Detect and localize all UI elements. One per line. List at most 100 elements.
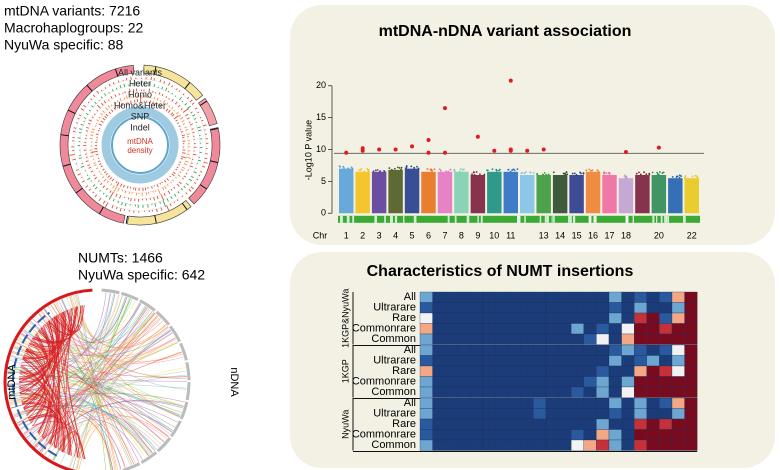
heatmap-cell: [520, 312, 534, 324]
heatmap-cell: [634, 365, 647, 377]
chord-link: [18, 317, 161, 356]
track-mark: [175, 95, 177, 97]
track-mark: [153, 96, 156, 100]
cloud-dot: [523, 172, 526, 175]
heatmap-cell: [457, 418, 471, 430]
track-mark: [178, 125, 181, 127]
heatmap-cell: [634, 439, 647, 451]
cloud-dot: [449, 168, 452, 171]
heatmap-cell: [659, 312, 673, 324]
heatmap-cell: [520, 376, 534, 388]
heatmap-cell: [533, 333, 547, 345]
track-mark: [184, 163, 188, 166]
cloud-dot: [453, 169, 456, 172]
ideogram-tick: [60, 134, 69, 137]
heatmap-cell: [608, 355, 622, 367]
heatmap-cell: [558, 312, 572, 324]
cloud-dot: [400, 168, 402, 171]
heatmap-cell: [646, 386, 660, 398]
ideogram-tick: [125, 215, 129, 224]
heatmap-cell: [571, 429, 584, 441]
track-mark: [98, 123, 102, 126]
cloud-dot: [507, 168, 510, 171]
track-mark: [88, 109, 91, 112]
track-mark: [101, 102, 104, 106]
chord-link: [21, 402, 60, 448]
track-mark: [178, 105, 181, 108]
track-mark: [113, 186, 118, 192]
chromosome-cloud: [569, 175, 584, 214]
heatmap-cell: [482, 386, 496, 398]
heatmap-cell: [508, 344, 521, 356]
chromosome-band: [346, 215, 350, 223]
heatmap-cell: [558, 355, 572, 367]
heatmap-cell: [596, 397, 610, 409]
chord-link: [34, 334, 62, 451]
track-mark: [119, 97, 122, 102]
track-mark: [193, 171, 197, 174]
track-mark: [75, 122, 78, 124]
chromosome-cloud: [503, 171, 518, 214]
chromosome-cloud: [487, 171, 502, 214]
track-mark: [181, 169, 184, 172]
cloud-dot: [499, 168, 501, 171]
heatmap-cell: [432, 439, 446, 451]
track-mark: [149, 82, 151, 86]
cloud-dot: [388, 167, 391, 169]
heatmap-cell: [419, 439, 433, 451]
heatmap-cell: [621, 344, 635, 356]
heatmap-cell: [520, 386, 534, 398]
heatmap-cell: [445, 376, 458, 388]
cloud-dot: [379, 170, 382, 172]
chord-link: [23, 355, 46, 419]
track-mark: [116, 106, 119, 109]
track-mark: [103, 171, 107, 174]
chromosome-band: [480, 215, 483, 223]
track-mark: [160, 194, 165, 201]
track-mark: [153, 83, 156, 87]
side-label: nDNA: [228, 367, 240, 397]
track-mark: [93, 162, 96, 165]
heatmap-cell: [457, 365, 471, 377]
track-mark: [119, 85, 122, 89]
heatmap-cell: [533, 355, 547, 367]
track-mark: [203, 124, 207, 127]
chord-link: [19, 347, 45, 387]
track-mark: [96, 119, 99, 122]
heatmap-cell: [508, 429, 521, 441]
heatmap-cell: [659, 418, 673, 430]
track-mark: [90, 131, 94, 133]
cloud-dot: [605, 172, 607, 175]
track-mark: [102, 192, 105, 195]
track-mark: [175, 119, 178, 122]
track-mark: [185, 113, 189, 117]
heatmap-cell: [596, 291, 610, 303]
track-mark: [86, 177, 91, 181]
heatmap-cell: [419, 323, 433, 335]
cloud-dot: [416, 165, 418, 168]
row-label: Rare: [392, 365, 416, 377]
heatmap-cell: [684, 291, 698, 303]
track-mark: [86, 174, 89, 177]
heatmap-cell: [445, 355, 458, 367]
heatmap-cell: [533, 408, 547, 420]
cloud-dot: [417, 167, 420, 170]
ideogram-tick: [181, 202, 188, 210]
x-tick-label: 14: [555, 230, 565, 240]
heatmap-cell: [646, 291, 660, 303]
heatmap-cell: [533, 386, 547, 398]
heatmap-cell: [558, 323, 572, 335]
chord-link: [60, 312, 84, 459]
heatmap-cell: [558, 386, 572, 398]
heatmap-cell: [608, 323, 622, 335]
heatmap-cell: [419, 291, 433, 303]
track-mark: [150, 76, 152, 80]
heatmap-cell: [545, 302, 559, 314]
heatmap-cell: [608, 344, 622, 356]
heatmap-cell: [634, 386, 647, 398]
track-mark: [190, 186, 194, 190]
significant-point: [623, 150, 628, 155]
significant-point: [410, 144, 415, 149]
track-mark: [111, 178, 115, 182]
track-mark: [157, 189, 161, 195]
